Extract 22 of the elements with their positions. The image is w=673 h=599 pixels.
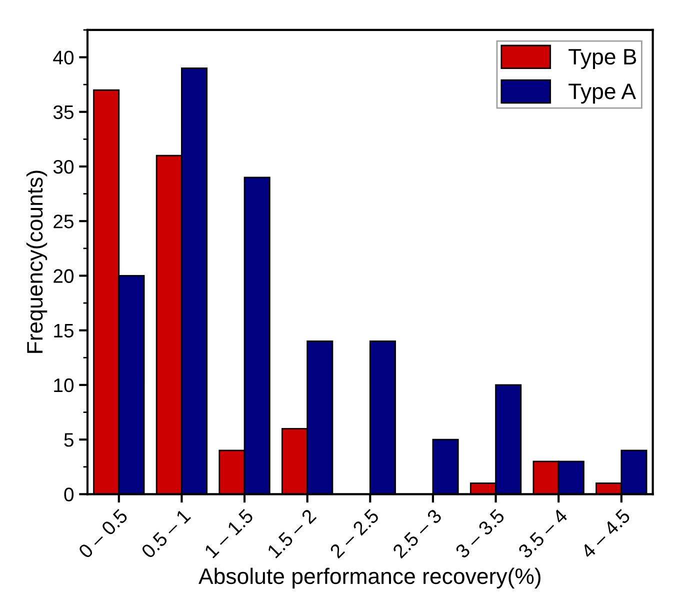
x-tick-label: 3 – 3.5 (454, 508, 506, 559)
x-tick-label: 2.5 – 3 (392, 508, 442, 559)
y-tick-label: 5 (64, 433, 74, 447)
y-tick-label: 20 (54, 269, 74, 283)
x-tick-label: 0.5 – 1 (140, 508, 192, 559)
legend-label: Type B (568, 49, 636, 70)
x-tick-label: 0 – 0.5 (78, 508, 128, 559)
x-tick-label: 1 – 1.5 (204, 508, 254, 558)
y-axis-title: Frequency(counts) (26, 170, 48, 353)
y-tick-label: 25 (54, 214, 74, 228)
y-tick-label: 35 (53, 105, 74, 120)
x-tick-label: 1.5 – 2 (266, 508, 317, 558)
y-tick-label: 40 (53, 50, 74, 64)
y-tick-label: 30 (53, 160, 74, 174)
x-tick-label: 4 – 4.5 (580, 508, 631, 560)
y-tick-label: 10 (54, 378, 74, 392)
x-tick-label: 3.5 – 4 (517, 508, 568, 559)
x-axis-title: Absolute performance recovery(%) (198, 568, 540, 588)
legend-label: Type A (568, 84, 636, 104)
x-tick-label: 2 – 2.5 (329, 508, 380, 559)
y-tick-label: 15 (54, 324, 74, 338)
y-tick-label: 0 (64, 488, 74, 502)
